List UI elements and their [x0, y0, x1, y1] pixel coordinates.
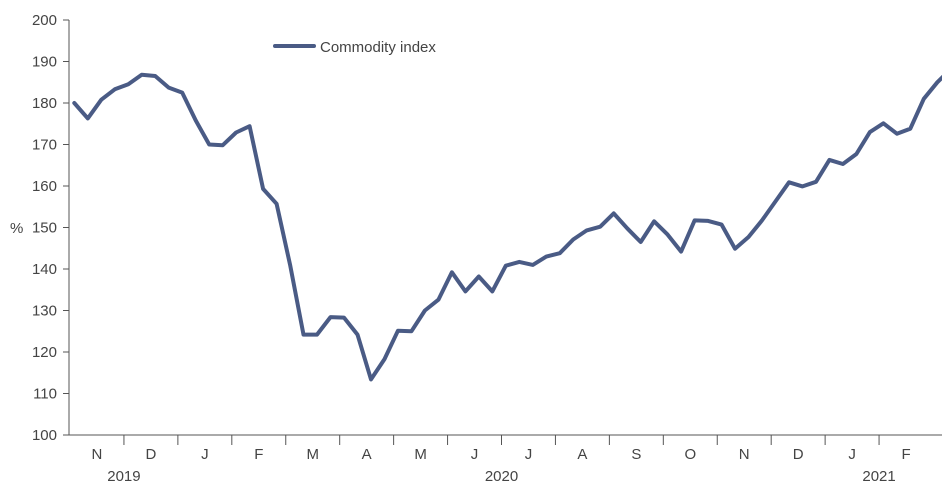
x-tick-label-month: J [848, 446, 856, 463]
x-tick-label-month: F [901, 446, 910, 463]
series-line-commodity-index [72, 72, 942, 382]
y-tick-label: 200 [32, 12, 57, 29]
y-tick-label: 190 [32, 54, 57, 71]
y-tick-label: 160 [32, 178, 57, 195]
x-tick-label-month: F [254, 446, 263, 463]
x-tick-label-month: N [92, 446, 103, 463]
x-tick-label-month: D [793, 446, 804, 463]
y-tick-label: 110 [33, 386, 57, 403]
y-tick-label: 140 [32, 261, 57, 278]
y-tick-label: 130 [32, 303, 57, 320]
x-tick-label-month: D [145, 446, 156, 463]
x-year-label: 2020 [485, 468, 518, 483]
x-tick-label-month: J [471, 446, 479, 463]
x-year-label: 2021 [862, 468, 895, 483]
y-axis-label: % [10, 220, 23, 237]
x-axis: N D J F M A M J J A S O N D J F 2019 2020 2021 [69, 434, 942, 483]
x-tick-label-month: J [525, 446, 533, 463]
x-year-label: 2019 [107, 468, 140, 483]
y-tick-label: 100 [32, 427, 57, 444]
legend: Commodity index [273, 39, 436, 56]
x-tick-label-month: J [201, 446, 209, 463]
y-tick-label: 120 [32, 344, 57, 361]
y-tick-label: 150 [32, 220, 57, 237]
y-tick-label: 180 [32, 95, 57, 112]
y-axis: 100 110 120 130 140 150 160 170 180 190 200 % [10, 12, 70, 444]
x-tick-label-month: A [577, 446, 587, 463]
x-tick-label-month: N [739, 446, 750, 463]
x-tick-label-month: O [684, 446, 696, 463]
y-tick-label: 170 [32, 137, 57, 154]
x-tick-label-month: M [414, 446, 427, 463]
legend-label-commodity-index: Commodity index [320, 39, 436, 56]
x-tick-label-month: A [362, 446, 372, 463]
x-tick-label-month: M [306, 446, 319, 463]
x-tick-label-month: S [631, 446, 641, 463]
